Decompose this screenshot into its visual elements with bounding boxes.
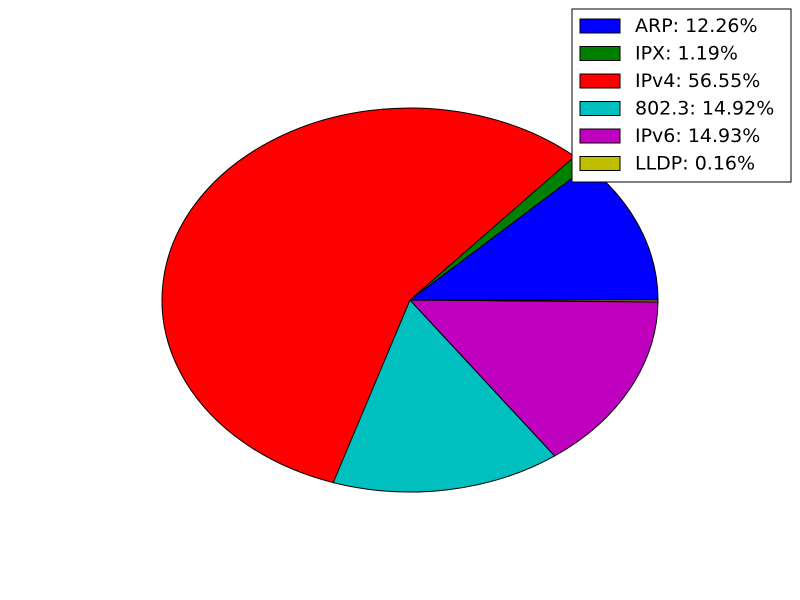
legend: ARP: 12.26% IPX: 1.19% IPv4: 56.55% 802.3: … (572, 9, 791, 182)
legend-swatch-1 (580, 47, 620, 61)
legend-label-2: IPv4: 56.55% (635, 70, 760, 92)
legend-swatch-4 (580, 129, 620, 143)
legend-swatch-3 (580, 102, 620, 116)
legend-label-5: LLDP: 0.16% (635, 153, 755, 175)
legend-label-0: ARP: 12.26% (635, 15, 758, 37)
legend-label-3: 802.3: 14.92% (635, 98, 774, 120)
legend-swatch-5 (580, 157, 620, 171)
legend-swatch-0 (580, 19, 620, 33)
legend-label-1: IPX: 1.19% (635, 43, 738, 65)
legend-swatch-2 (580, 74, 620, 88)
legend-label-4: IPv6: 14.93% (635, 125, 760, 147)
